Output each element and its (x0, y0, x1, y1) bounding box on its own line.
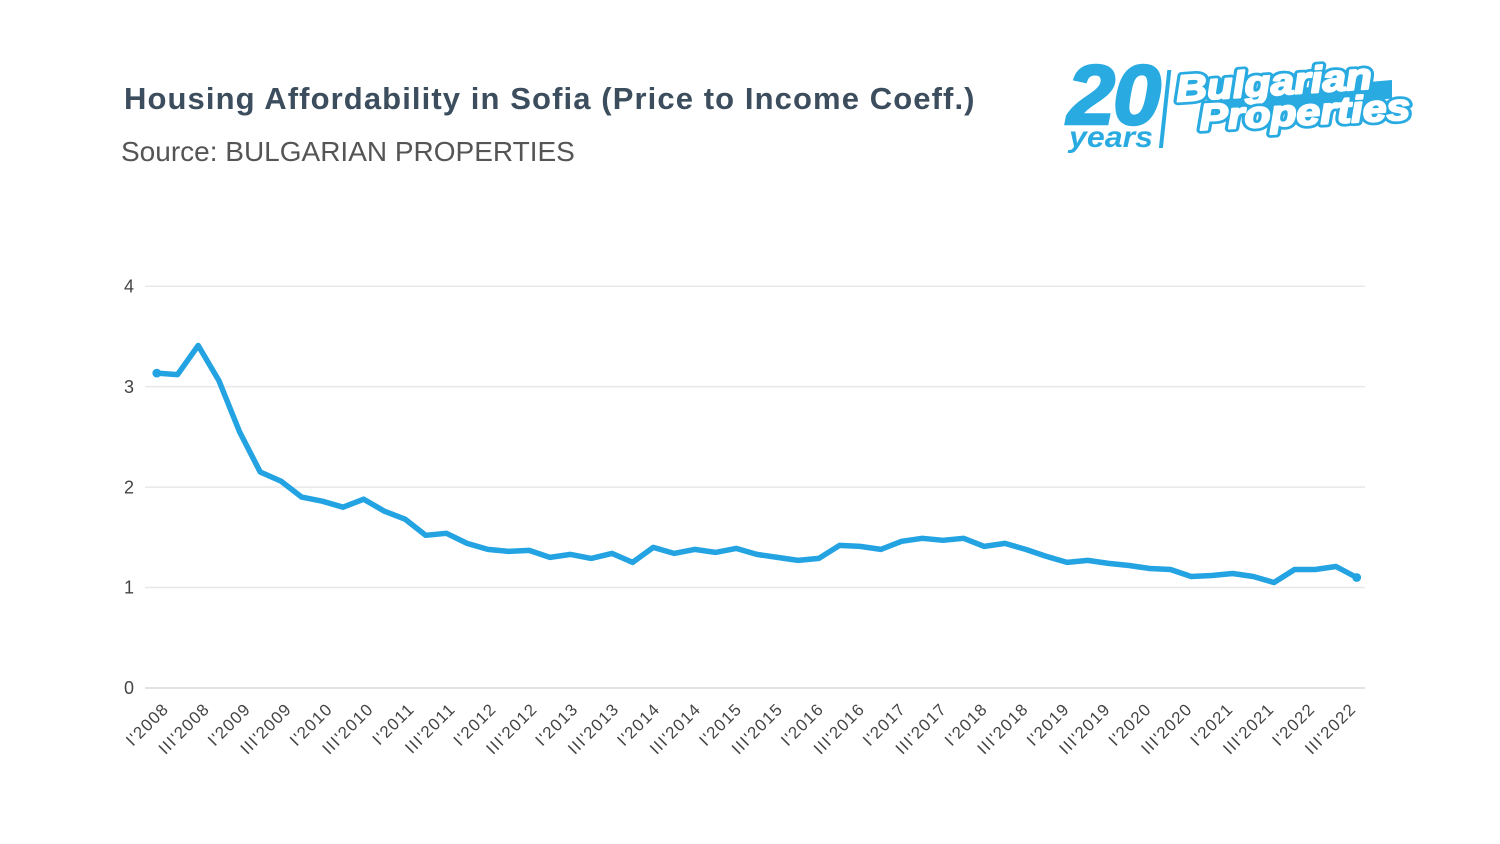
svg-text:4: 4 (124, 276, 134, 296)
svg-text:20: 20 (1065, 48, 1160, 142)
svg-text:2: 2 (124, 477, 134, 497)
svg-text:1: 1 (124, 578, 134, 598)
svg-text:3: 3 (124, 377, 134, 397)
svg-text:years: years (1067, 121, 1153, 154)
svg-text:0: 0 (124, 678, 134, 698)
